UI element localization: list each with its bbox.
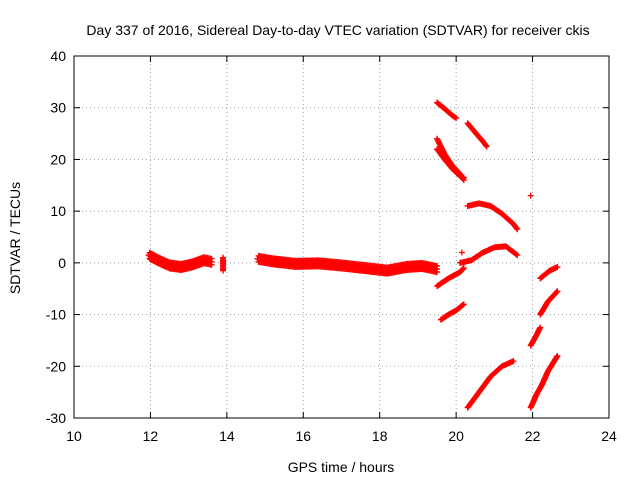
data-point bbox=[527, 192, 534, 199]
data-point bbox=[513, 251, 520, 258]
data-point bbox=[514, 226, 521, 233]
x-tick-label: 16 bbox=[295, 428, 311, 444]
x-tick-label: 18 bbox=[372, 428, 388, 444]
y-tick-label: -30 bbox=[46, 410, 66, 426]
chart-title: Day 337 of 2016, Sidereal Day-to-day VTE… bbox=[86, 22, 589, 38]
data-point bbox=[554, 352, 561, 359]
data-point bbox=[459, 302, 466, 309]
data-point bbox=[453, 115, 460, 122]
y-tick-label: -20 bbox=[46, 358, 66, 374]
y-tick-label: 40 bbox=[50, 48, 66, 64]
data-point bbox=[220, 267, 227, 274]
ticks: 10 12 14 16 18 20 22 24 -30 -20 -10 0 10 20 30 40 bbox=[46, 48, 617, 444]
y-tick-label: -10 bbox=[46, 307, 66, 323]
x-tick-label: 20 bbox=[448, 428, 464, 444]
data-point bbox=[460, 301, 467, 308]
data-point bbox=[460, 265, 467, 272]
y-tick-label: 30 bbox=[50, 100, 66, 116]
y-axis-label: SDTVAR / TECUs bbox=[7, 182, 23, 294]
data-point bbox=[553, 289, 560, 296]
data-point bbox=[460, 174, 467, 181]
y-tick-label: 0 bbox=[58, 255, 66, 271]
y-tick-label: 20 bbox=[50, 151, 66, 167]
data-point bbox=[458, 249, 465, 256]
y-tick-label: 10 bbox=[50, 203, 66, 219]
x-tick-label: 10 bbox=[66, 428, 82, 444]
data-point bbox=[483, 143, 490, 150]
data-point bbox=[537, 324, 544, 331]
data-point bbox=[510, 358, 517, 365]
data-point bbox=[434, 269, 441, 276]
x-tick-label: 12 bbox=[143, 428, 159, 444]
data-point bbox=[460, 265, 467, 272]
x-axis-label: GPS time / hours bbox=[288, 459, 395, 475]
data-points bbox=[145, 99, 561, 411]
data-point bbox=[513, 225, 520, 232]
data-point bbox=[514, 252, 521, 259]
x-tick-label: 14 bbox=[219, 428, 235, 444]
plot-frame bbox=[73, 55, 610, 419]
data-point bbox=[554, 288, 561, 295]
data-point bbox=[554, 263, 561, 270]
x-tick-label: 24 bbox=[601, 428, 617, 444]
x-tick-label: 22 bbox=[525, 428, 541, 444]
data-point bbox=[208, 261, 215, 268]
grid bbox=[74, 56, 609, 418]
data-point bbox=[482, 142, 489, 149]
